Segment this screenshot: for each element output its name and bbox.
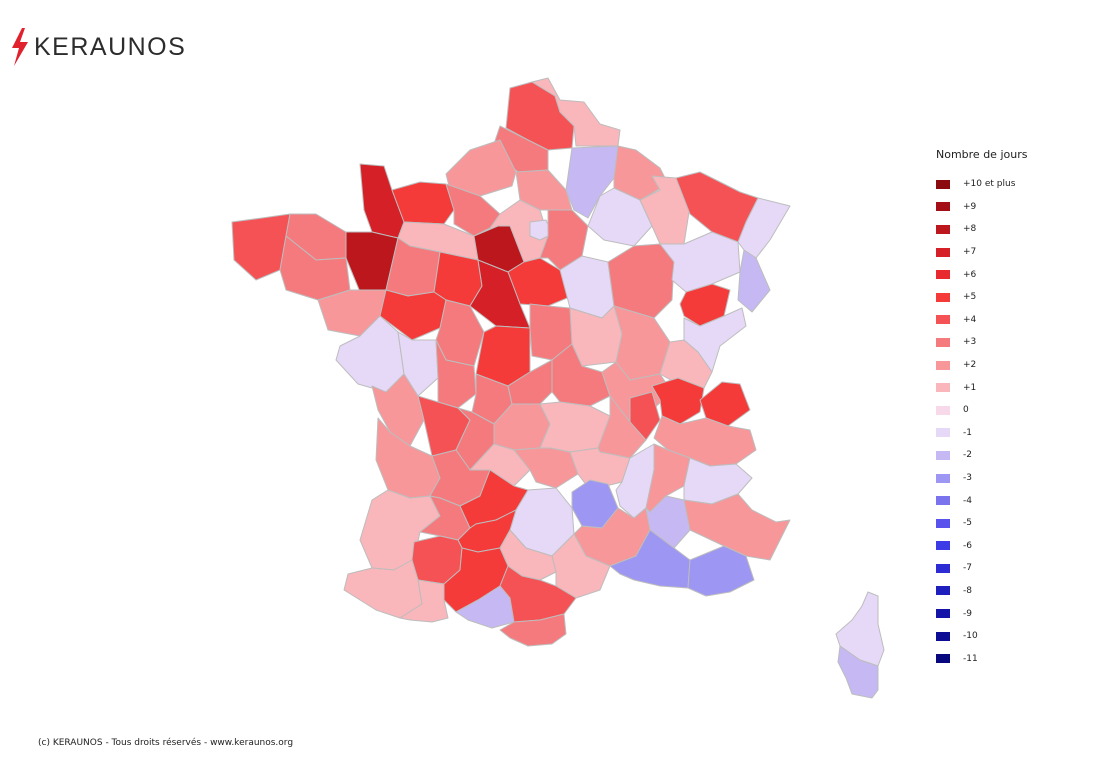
legend-item: -3 [936, 467, 1027, 490]
legend-swatch [936, 518, 950, 528]
legend-swatch [936, 428, 950, 438]
legend-label: +8 [963, 224, 977, 235]
legend-swatch [936, 496, 950, 506]
legend-swatch [936, 450, 950, 460]
legend-item: -1 [936, 422, 1027, 445]
legend-swatch [936, 224, 950, 234]
legend-swatch [936, 631, 950, 641]
legend-item: -9 [936, 602, 1027, 625]
legend-label: -5 [963, 518, 972, 529]
department-region [499, 565, 577, 623]
legend-label: 0 [963, 405, 969, 416]
legend-swatch [936, 586, 950, 596]
legend-swatch [936, 292, 950, 302]
lightning-bolt-icon [12, 28, 28, 66]
legend-item: +7 [936, 241, 1027, 264]
legend-item: +4 [936, 309, 1027, 332]
legend-label: -8 [963, 585, 972, 596]
legend-label: +4 [963, 314, 977, 325]
legend-item: -11 [936, 647, 1027, 670]
legend-label: -3 [963, 473, 972, 484]
department-region [343, 559, 423, 619]
department-region [529, 219, 553, 241]
department-region [737, 249, 771, 313]
legend-label: -10 [963, 631, 978, 642]
legend: Nombre de jours +10 et plus +9 +8 +7 +6 +5 +4 +… [936, 148, 1027, 670]
department-region [651, 377, 705, 425]
legend-label: +2 [963, 360, 977, 371]
legend-swatch [936, 654, 950, 664]
legend-item: +8 [936, 218, 1027, 241]
legend-item: -2 [936, 444, 1027, 467]
legend-swatch [936, 383, 950, 393]
department-region [499, 613, 567, 647]
legend-item: +10 et plus [936, 173, 1027, 196]
department-region [587, 187, 653, 247]
legend-label: +6 [963, 269, 977, 280]
department-region [435, 339, 477, 409]
department-region [531, 77, 621, 147]
legend-items: +10 et plus +9 +8 +7 +6 +5 +4 +3 +2 +1 0 -1 -2 -3 -4 -5… [936, 173, 1027, 670]
legend-item: -10 [936, 625, 1027, 648]
legend-label: -11 [963, 653, 978, 664]
department-region [445, 183, 501, 237]
legend-item: -7 [936, 557, 1027, 580]
legend-item: 0 [936, 399, 1027, 422]
legend-item: +5 [936, 286, 1027, 309]
legend-label: -7 [963, 563, 972, 574]
legend-item: -5 [936, 512, 1027, 535]
legend-swatch [936, 360, 950, 370]
legend-swatch [936, 473, 950, 483]
legend-label: -1 [963, 427, 972, 438]
legend-label: +9 [963, 201, 977, 212]
legend-item: -8 [936, 580, 1027, 603]
department-region [613, 145, 669, 201]
logo: KERAUNOS [10, 28, 186, 66]
legend-item: -4 [936, 489, 1027, 512]
legend-label: -9 [963, 608, 972, 619]
legend-label: +7 [963, 247, 977, 258]
department-region [659, 339, 713, 389]
legend-item: +2 [936, 354, 1027, 377]
legend-swatch [936, 270, 950, 280]
legend-swatch [936, 179, 950, 189]
department-region [551, 533, 611, 599]
legend-swatch [936, 202, 950, 212]
legend-swatch [936, 337, 950, 347]
legend-label: -4 [963, 495, 972, 506]
legend-item: +3 [936, 331, 1027, 354]
legend-item: +1 [936, 376, 1027, 399]
legend-label: +3 [963, 337, 977, 348]
department-region [683, 307, 747, 373]
department-region [399, 579, 449, 623]
legend-swatch [936, 541, 950, 551]
legend-swatch [936, 247, 950, 257]
legend-title: Nombre de jours [936, 148, 1028, 161]
legend-item: +6 [936, 263, 1027, 286]
department-region [653, 415, 757, 467]
legend-swatch [936, 563, 950, 573]
legend-item: -6 [936, 535, 1027, 558]
legend-swatch [936, 315, 950, 325]
legend-label: +10 et plus [963, 179, 1016, 190]
department-region [683, 457, 753, 505]
department-region [687, 545, 755, 597]
legend-swatch [936, 405, 950, 415]
department-region [683, 493, 791, 561]
logo-text: KERAUNOS [34, 32, 187, 61]
department-region [659, 231, 741, 293]
department-region [837, 645, 879, 699]
legend-label: +1 [963, 382, 977, 393]
copyright-footer: (c) KERAUNOS - Tous droits réservés - ww… [38, 738, 294, 748]
legend-item: +9 [936, 196, 1027, 219]
legend-label: +5 [963, 292, 977, 303]
legend-label: -6 [963, 540, 972, 551]
legend-label: -2 [963, 450, 972, 461]
legend-swatch [936, 609, 950, 619]
